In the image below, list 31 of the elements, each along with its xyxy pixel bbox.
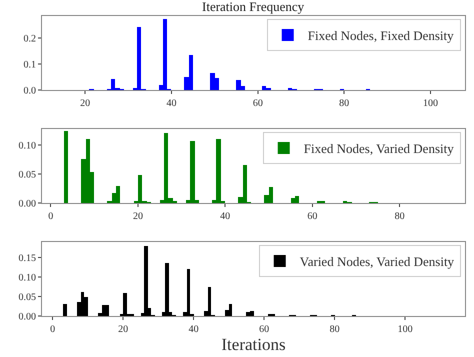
y-tick-label: 0.1 (24, 60, 36, 71)
y-tick-label: 0.2 (24, 34, 36, 45)
chart-title: Iteration Frequency (202, 0, 305, 14)
y-tick-label: 0.00 (18, 198, 36, 210)
x-tick-label: 20 (132, 211, 143, 222)
x-tick-label: 20 (80, 98, 90, 109)
y-tick-label: 0.05 (18, 292, 36, 304)
legend-label: Varied Nodes, Varied Density (300, 254, 455, 270)
x-tick-label: 100 (422, 98, 438, 109)
x-tick-label: 40 (220, 211, 230, 222)
legend-label: Fixed Nodes, Varied Density (304, 141, 454, 156)
y-tick-label: 0.0 (24, 86, 36, 96)
y-tick-label: 0.10 (18, 140, 36, 152)
x-tick-label: 40 (188, 324, 199, 335)
x-tick-label: 80 (330, 324, 340, 335)
y-tick-label: 0.00 (18, 312, 36, 322)
x-tick-label: 0 (50, 324, 56, 335)
x-tick-label: 60 (252, 98, 263, 109)
x-tick-label: 40 (166, 98, 176, 109)
x-tick-label: 80 (394, 211, 405, 222)
y-tick-label: 0.15 (18, 253, 36, 264)
x-tick-label: 60 (307, 211, 318, 222)
x-tick-label: 100 (398, 324, 413, 335)
x-axis-title: Iterations (221, 335, 286, 354)
x-tick-label: 80 (339, 98, 350, 109)
y-tick-label: 0.05 (18, 170, 36, 181)
x-tick-label: 0 (48, 211, 54, 222)
y-tick-label: 0.10 (18, 272, 36, 284)
x-tick-label: 20 (118, 324, 128, 335)
x-tick-label: 60 (259, 324, 270, 335)
legend-label: Fixed Nodes, Fixed Density (308, 28, 454, 44)
